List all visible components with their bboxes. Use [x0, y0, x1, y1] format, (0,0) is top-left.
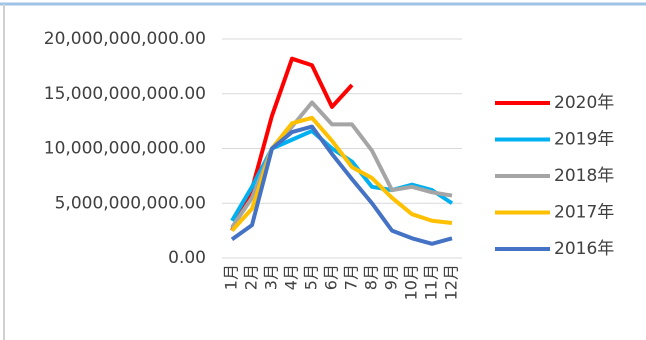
x-tick-label: 6月 — [322, 264, 341, 290]
legend-label: 2018年 — [554, 166, 614, 186]
legend-label: 2017年 — [554, 203, 614, 223]
x-tick-label: 3月 — [262, 264, 281, 290]
x-tick-label: 2月 — [242, 264, 261, 290]
y-tick-label: 5,000,000,000.00 — [55, 193, 206, 213]
legend-label: 2020年 — [554, 93, 614, 113]
y-tick-label: 10,000,000,000.00 — [44, 139, 206, 159]
x-tick-label: 4月 — [282, 264, 301, 290]
x-tick-label: 10月 — [402, 264, 421, 300]
x-tick-label: 8月 — [362, 264, 381, 290]
series-line — [230, 124, 453, 246]
legend-label: 2019年 — [554, 130, 614, 150]
y-tick-label: 15,000,000,000.00 — [44, 84, 206, 104]
x-tick-label: 11月 — [422, 264, 441, 300]
x-tick-label: 5月 — [302, 264, 321, 290]
x-tick-label: 7月 — [342, 264, 361, 290]
x-tick-label: 12月 — [442, 264, 461, 300]
x-tick-label: 1月 — [222, 264, 241, 290]
y-tick-label: 20,000,000,000.00 — [44, 29, 206, 49]
x-tick-label: 9月 — [382, 264, 401, 290]
legend-label: 2016年 — [554, 239, 614, 259]
y-tick-label: 0.00 — [168, 248, 206, 268]
